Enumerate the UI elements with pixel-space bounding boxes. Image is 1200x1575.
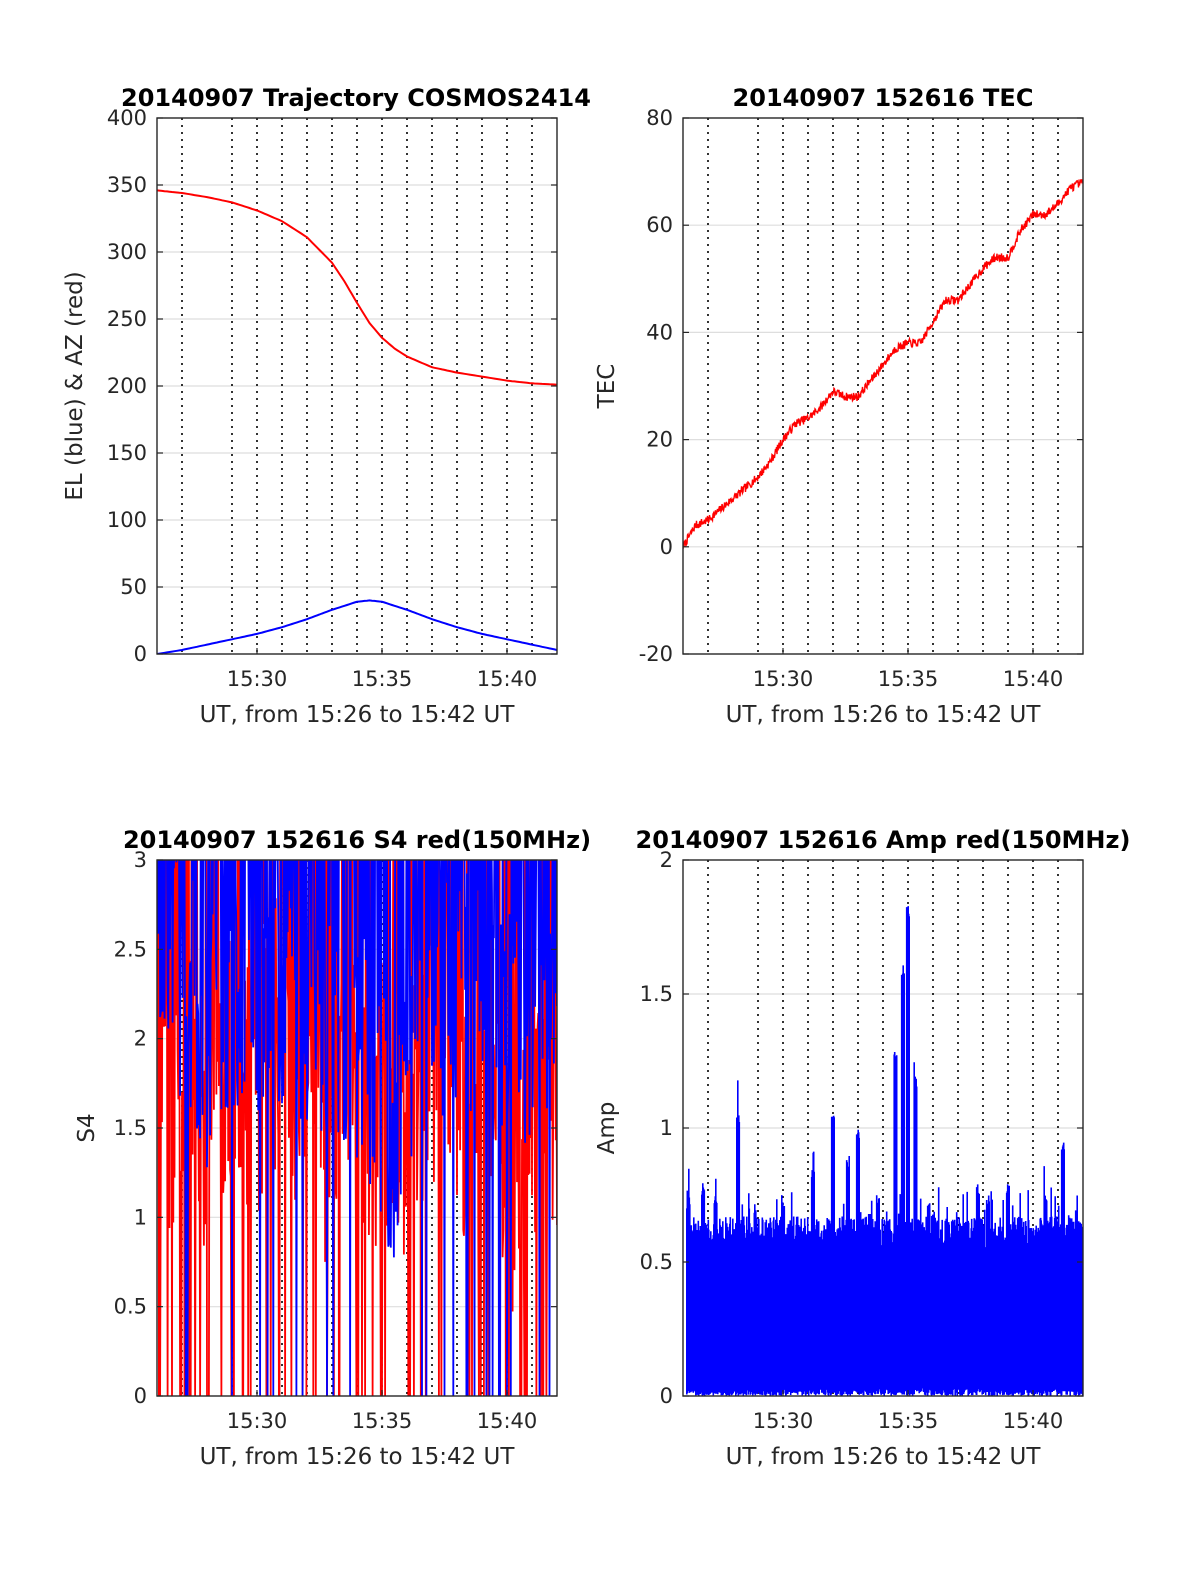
y-tick-label: 150: [107, 441, 147, 465]
y-tick-label: 3: [134, 848, 147, 872]
y-tick-label: 400: [107, 106, 147, 130]
y-tick-label: 200: [107, 374, 147, 398]
data-area: [683, 178, 1083, 550]
y-tick-label: 0.5: [640, 1250, 673, 1274]
x-tick-label: 15:35: [352, 667, 413, 691]
y-tick-label: -20: [639, 642, 673, 666]
y-axis-label: Amp: [594, 1102, 620, 1155]
y-tick-label: 0: [660, 535, 673, 559]
y-axis-label: TEC: [594, 364, 620, 410]
x-tick-label: 15:40: [477, 667, 538, 691]
x-tick-label: 15:40: [1003, 667, 1064, 691]
x-axis-label: UT, from 15:26 to 15:42 UT: [726, 702, 1042, 728]
series-2-line: [157, 599, 557, 654]
chart-panel-2: -20 0 20 40 60 80 15:30 15:35 15:40 20140907 1526…: [594, 84, 1084, 728]
y-tick-label: 350: [107, 173, 147, 197]
y-tick-label: 40: [646, 320, 673, 344]
chart-panel-3: 0 0.5 1 1.5 2 2.5 3 15:30 15:35 15:40 20140907 152…: [74, 826, 591, 1470]
y-tick-label: 1.5: [640, 982, 673, 1006]
y-tick-label: 300: [107, 240, 147, 264]
x-axis-label: UT, from 15:26 to 15:42 UT: [726, 1444, 1042, 1470]
chart-title: 20140907 Trajectory COSMOS2414: [121, 84, 591, 112]
y-tick-label: 2.5: [114, 937, 147, 961]
chart-panel-1: 0 50 100 150 200 250 300 350 400 15:30 15:35 15:40 2…: [62, 84, 591, 728]
chart-title: 20140907 152616 Amp red(150MHz): [636, 826, 1131, 854]
x-tick-label: 15:40: [1003, 1409, 1064, 1433]
x-axis-label: UT, from 15:26 to 15:42 UT: [200, 1444, 516, 1470]
y-tick-label: 80: [646, 106, 673, 130]
series-1-line: [686, 906, 1083, 1396]
y-tick-label: 0: [660, 1384, 673, 1408]
y-tick-label: 1.5: [114, 1116, 147, 1140]
x-tick-label: 15:30: [753, 1409, 814, 1433]
x-tick-label: 15:30: [227, 1409, 288, 1433]
x-tick-label: 15:35: [878, 1409, 939, 1433]
x-tick-label: 15:35: [878, 667, 939, 691]
y-tick-label: 2: [134, 1027, 147, 1051]
x-axis-label: UT, from 15:26 to 15:42 UT: [200, 702, 516, 728]
y-tick-label: 2: [660, 848, 673, 872]
x-tick-label: 15:40: [477, 1409, 538, 1433]
y-tick-label: 20: [646, 428, 673, 452]
y-tick-label: 0: [134, 642, 147, 666]
y-axis-label: EL (blue) & AZ (red): [62, 271, 88, 500]
chart-title: 20140907 152616 TEC: [733, 84, 1034, 112]
chart-panel-4: 0 0.5 1 1.5 2 15:30 15:35 15:40 20140907 152616 …: [594, 826, 1130, 1470]
chart-title: 20140907 152616 S4 red(150MHz): [123, 826, 591, 854]
series-2-line: [157, 860, 557, 1396]
data-area: [157, 860, 557, 1396]
x-tick-label: 15:30: [753, 667, 814, 691]
y-tick-label: 1: [660, 1116, 673, 1140]
x-tick-label: 15:30: [227, 667, 288, 691]
series-1-line: [157, 189, 557, 386]
y-tick-label: 250: [107, 307, 147, 331]
series-1-line: [683, 178, 1083, 550]
y-axis-label: S4: [74, 1113, 100, 1142]
y-tick-label: 1: [134, 1205, 147, 1229]
y-tick-label: 50: [120, 575, 147, 599]
y-tick-label: 100: [107, 508, 147, 532]
y-tick-label: 0.5: [114, 1295, 147, 1319]
axes-box: [682, 117, 1084, 655]
x-tick-label: 15:35: [352, 1409, 413, 1433]
data-area: [157, 189, 557, 654]
data-area: [686, 906, 1083, 1396]
y-tick-label: 0: [134, 1384, 147, 1408]
y-tick-label: 60: [646, 213, 673, 237]
